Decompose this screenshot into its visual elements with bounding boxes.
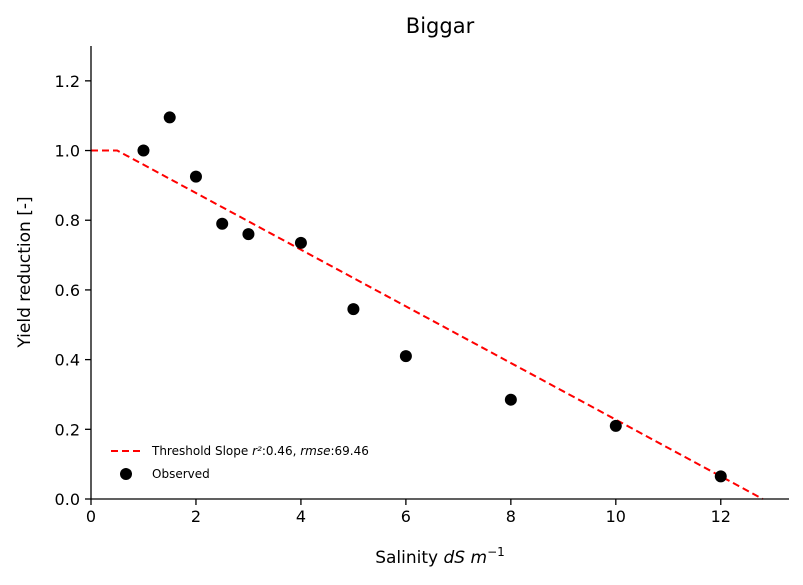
observed-point [163,111,176,124]
observed-point [137,144,150,157]
observed-point [216,217,229,230]
legend-label-threshold-slope: Threshold Slope r²:0.46, rmse:69.46 [151,444,369,458]
x-tick-label: 4 [296,507,306,526]
y-tick-label: 0.0 [55,490,80,509]
y-tick-label: 0.6 [55,281,80,300]
legend-label-prefix: Threshold Slope [151,444,252,458]
y-tick-label: 0.2 [55,420,80,439]
y-axis-label: Yield reduction [-] [15,196,35,348]
legend-label-rmse: rmse [300,444,330,458]
y-tick-label: 1.2 [55,72,80,91]
observed-point [242,228,255,241]
threshold-slope-line [91,149,764,500]
x-axis-label-math: dS m [444,548,488,568]
observed-point [609,419,622,432]
x-tick-label: 0 [86,507,96,526]
observed-point [347,303,360,316]
x-axis-ticks: 0 2 4 6 8 10 12 [86,499,731,526]
x-tick-label: 6 [401,507,411,526]
x-axis-label-prefix: Salinity [375,548,443,568]
x-tick-label: 2 [191,507,201,526]
observed-point [399,350,412,363]
y-tick-label: 0.8 [55,211,80,230]
legend-label-r2: r² [252,444,262,458]
observed-point [294,236,307,249]
x-tick-label: 12 [711,507,731,526]
x-tick-label: 10 [606,507,626,526]
observed-point [189,170,202,183]
legend-label-rmse-value: :69.46 [330,444,368,458]
observed-point [504,393,517,406]
x-axis-label: Salinity dS m−1 [375,545,505,568]
y-tick-label: 0.4 [55,351,80,370]
observed-point [714,470,727,483]
legend: Threshold Slope r²:0.46, rmse:69.46 Obse… [111,444,369,481]
legend-label-r2-value: :0.46, [262,444,300,458]
y-tick-label: 1.0 [55,142,80,161]
chart-title: Biggar [406,14,475,38]
x-tick-label: 8 [506,507,516,526]
legend-marker-swatch [120,468,132,480]
x-axis-label-sup: −1 [487,545,505,559]
plot-area [91,111,764,500]
legend-label-observed: Observed [152,467,210,481]
y-axis-ticks: 0.0 0.2 0.4 0.6 0.8 1.0 1.2 [55,72,91,509]
